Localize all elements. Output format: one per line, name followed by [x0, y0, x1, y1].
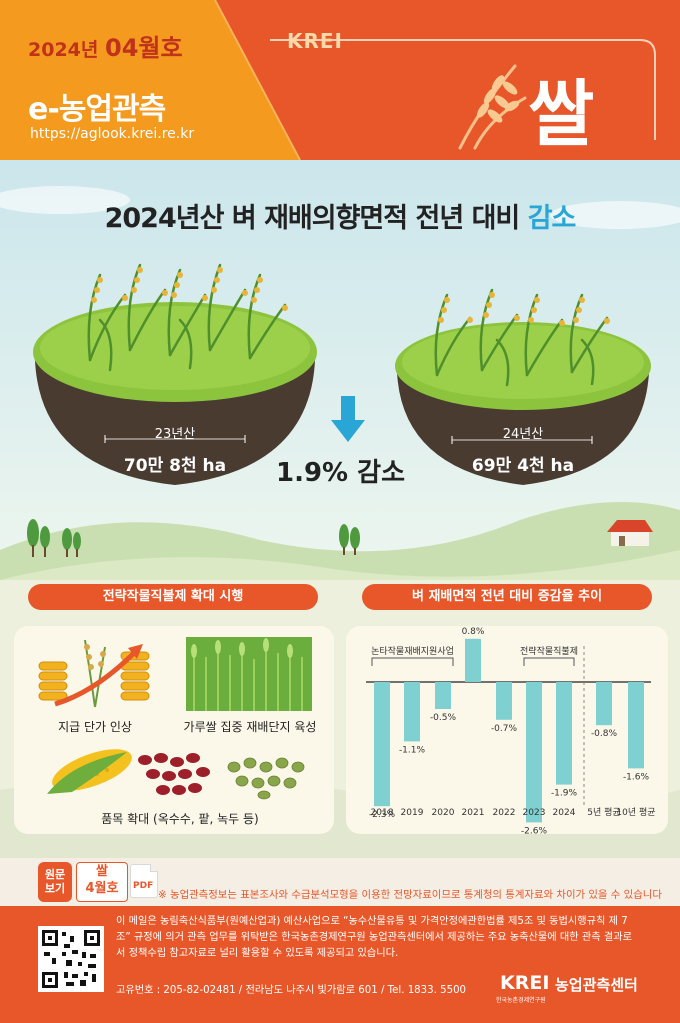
bar: [496, 682, 512, 720]
category-tick-label: 2024: [553, 808, 576, 818]
policy-item-rice-flour: 가루쌀 집중 재배단지 육성: [183, 720, 317, 734]
bar-value-label: -0.8%: [591, 729, 618, 739]
change-summary: 1.9% 감소: [276, 458, 406, 488]
bar: [374, 682, 390, 807]
trees-middle-icon: [339, 524, 360, 555]
category-tick-label: 2018: [371, 808, 394, 818]
bar-value-label: -0.5%: [430, 713, 457, 723]
footer-address: 고유번호 : 205-82-02481 / 전라남도 나주시 빛가람로 601 …: [116, 985, 467, 996]
category-tick-label: 2021: [462, 808, 485, 818]
policy-item-crops: 품목 확대 (옥수수, 팥, 녹두 등): [101, 812, 259, 826]
brand-title: e-농업관측: [28, 92, 166, 127]
category-tick-label: 2023: [523, 808, 546, 818]
bar: [435, 682, 451, 709]
category-tick-label: 2019: [401, 808, 424, 818]
annotation-label: 논타작물재배지원사업: [371, 646, 454, 657]
category-tick-label: 2020: [432, 808, 455, 818]
bar-value-label: -2.6%: [521, 826, 548, 834]
footer-center-name: 농업관측센터: [555, 976, 638, 994]
bar: [526, 682, 542, 823]
annotation-label: 전략작물직불제: [520, 645, 578, 657]
bar: [596, 682, 612, 726]
island-right: [395, 288, 651, 485]
category-tick-label: 2022: [493, 808, 516, 818]
krei-logo: KREI: [287, 29, 344, 53]
trend-panel: [346, 626, 668, 834]
trees-left-icon: [27, 519, 81, 557]
island-left: [33, 263, 317, 485]
header-orange-panel: [0, 0, 300, 160]
bar-value-label: -2.3%: [369, 810, 396, 820]
bar-value-label: -1.9%: [551, 789, 578, 799]
rice-plants-left-icon: [87, 263, 288, 372]
coins-arrow-icon: [38, 639, 150, 708]
bar-value-label: 0.8%: [462, 627, 485, 637]
bar: [628, 682, 644, 769]
category-tick-label: 10년 평균: [616, 807, 655, 818]
wheat-field-icon: [186, 637, 312, 711]
footer-description: 이 메일은 농림축산식품부(원예산업과) 예산사업으로 “농수산물유통 및 가격…: [116, 916, 632, 959]
rice-stalk-icon: [458, 64, 527, 150]
bar: [465, 638, 481, 682]
island-left-value: 70만 8천 ha: [123, 456, 227, 476]
bar: [556, 682, 572, 785]
island-right-value: 69만 4천 ha: [471, 456, 575, 476]
commodity-title: 쌀: [528, 72, 594, 156]
island-right-label: 24년산: [502, 427, 544, 442]
category-tick-label: 5년 평균: [587, 807, 620, 818]
corn-icon: [47, 749, 132, 794]
rice-plants-right-icon: [434, 288, 610, 387]
trend-panel-title: 벼 재배면적 전년 대비 증감율 추이: [362, 584, 652, 610]
footer: [0, 906, 680, 1023]
policy-panel-title: 전략작물직불제 확대 시행: [28, 584, 318, 610]
disclaimer-note: ※ 농업관측정보는 표본조사와 수급분석모형을 이용한 전망자료이므로 통계청의…: [158, 889, 662, 901]
bar-value-label: -0.7%: [491, 724, 518, 734]
annotation-bracket: [371, 657, 454, 666]
house-icon: [607, 520, 653, 546]
bar-value-label: -1.6%: [623, 772, 650, 782]
arrow-down-icon: [331, 396, 365, 442]
pdf-icon[interactable]: PDF: [130, 864, 158, 898]
island-left-label: 23년산: [154, 427, 196, 442]
trend-bar-chart: 논타작물재배지원사업 전략작물직불제 -2.3%2018 -1.1% 2019 -0.5%…: [366, 627, 656, 834]
mung-beans-icon: [227, 757, 305, 800]
footer-krei-logo: KREI: [500, 972, 550, 994]
header-shapes: [0, 0, 656, 161]
headline: 2024년산 벼 재배의향면적 전년 대비 감소: [104, 203, 577, 234]
bar-value-label: -1.1%: [399, 745, 426, 755]
brand-url[interactable]: https://aglook.krei.re.kr: [30, 126, 195, 142]
footer-krei-sub: 한국농촌경제연구원: [496, 997, 546, 1004]
annotation-bracket: [523, 657, 575, 666]
policy-item-price: 지급 단가 인상: [58, 720, 132, 734]
original-view-button[interactable]: 원문 보기: [38, 862, 72, 902]
qr-code-icon[interactable]: [38, 926, 104, 992]
bar: [404, 682, 420, 742]
red-beans-icon: [138, 753, 210, 795]
original-issue-link[interactable]: 쌀 4월호: [76, 862, 128, 902]
issue-date: 2024년 04월호: [28, 34, 183, 62]
